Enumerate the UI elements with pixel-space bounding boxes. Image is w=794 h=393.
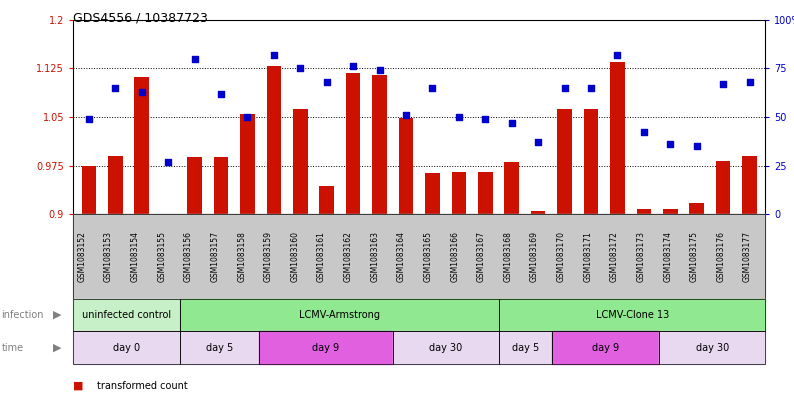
Text: ▶: ▶	[53, 343, 61, 353]
Text: ▶: ▶	[53, 310, 61, 320]
Text: uninfected control: uninfected control	[82, 310, 171, 320]
Point	[83, 116, 95, 122]
Point	[373, 67, 386, 73]
Point	[162, 158, 175, 165]
Text: GSM1083162: GSM1083162	[344, 231, 353, 282]
Text: GSM1083163: GSM1083163	[370, 231, 380, 282]
Bar	[108, 156, 122, 214]
Text: GSM1083173: GSM1083173	[637, 231, 646, 282]
Text: GSM1083164: GSM1083164	[397, 231, 406, 282]
Point	[611, 51, 624, 58]
Bar	[346, 73, 360, 214]
Text: GSM1083161: GSM1083161	[317, 231, 326, 282]
Text: day 5: day 5	[206, 343, 233, 353]
Text: GSM1083170: GSM1083170	[557, 231, 565, 282]
Text: LCMV-Clone 13: LCMV-Clone 13	[596, 310, 669, 320]
Point	[584, 84, 597, 91]
Bar	[214, 157, 229, 214]
Text: day 9: day 9	[592, 343, 619, 353]
Text: time: time	[2, 343, 24, 353]
Bar	[82, 165, 96, 214]
Text: day 9: day 9	[313, 343, 340, 353]
Point	[321, 79, 333, 85]
Point	[558, 84, 571, 91]
Text: GSM1083159: GSM1083159	[264, 231, 273, 282]
Bar	[478, 172, 492, 214]
Bar	[584, 109, 598, 214]
Bar	[663, 209, 677, 214]
Bar	[689, 202, 704, 214]
Point	[294, 65, 306, 72]
Bar	[504, 162, 519, 214]
Bar	[557, 109, 572, 214]
Point	[109, 84, 121, 91]
Text: GSM1083154: GSM1083154	[131, 231, 140, 282]
Bar	[161, 213, 175, 214]
Bar	[742, 156, 757, 214]
Bar	[267, 66, 281, 214]
Bar	[531, 211, 545, 214]
Text: GSM1083167: GSM1083167	[477, 231, 486, 282]
Point	[717, 81, 730, 87]
Text: GSM1083166: GSM1083166	[450, 231, 459, 282]
Text: day 30: day 30	[430, 343, 462, 353]
Point	[479, 116, 491, 122]
Bar	[425, 173, 440, 214]
Bar	[241, 114, 255, 214]
Bar	[187, 157, 202, 214]
Text: GSM1083160: GSM1083160	[291, 231, 299, 282]
Bar	[716, 161, 730, 214]
Text: GSM1083155: GSM1083155	[157, 231, 166, 282]
Point	[188, 55, 201, 62]
Bar	[319, 186, 334, 214]
Text: GSM1083168: GSM1083168	[503, 231, 512, 282]
Text: GSM1083176: GSM1083176	[716, 231, 726, 282]
Point	[664, 141, 676, 147]
Point	[268, 51, 280, 58]
Text: day 0: day 0	[113, 343, 140, 353]
Point	[426, 84, 439, 91]
Text: GSM1083165: GSM1083165	[423, 231, 433, 282]
Text: GSM1083177: GSM1083177	[743, 231, 752, 282]
Text: GSM1083156: GSM1083156	[184, 231, 193, 282]
Text: GSM1083174: GSM1083174	[663, 231, 673, 282]
Point	[453, 114, 465, 120]
Bar	[372, 75, 387, 214]
Point	[347, 63, 360, 70]
Bar	[637, 209, 651, 214]
Bar	[452, 172, 466, 214]
Text: GSM1083153: GSM1083153	[104, 231, 113, 282]
Text: GSM1083175: GSM1083175	[690, 231, 699, 282]
Text: day 5: day 5	[512, 343, 539, 353]
Point	[743, 79, 756, 85]
Point	[399, 112, 412, 118]
Point	[136, 88, 148, 95]
Point	[690, 143, 703, 149]
Text: GSM1083171: GSM1083171	[584, 231, 592, 282]
Point	[505, 119, 518, 126]
Bar	[610, 62, 625, 214]
Point	[214, 90, 227, 97]
Text: GSM1083157: GSM1083157	[210, 231, 219, 282]
Text: transformed count: transformed count	[97, 380, 187, 391]
Text: GSM1083152: GSM1083152	[77, 231, 87, 282]
Text: ■: ■	[73, 380, 83, 391]
Text: GDS4556 / 10387723: GDS4556 / 10387723	[73, 12, 208, 25]
Text: day 30: day 30	[696, 343, 729, 353]
Text: GSM1083169: GSM1083169	[530, 231, 539, 282]
Point	[241, 114, 254, 120]
Bar	[134, 77, 149, 214]
Text: GSM1083158: GSM1083158	[237, 231, 246, 282]
Bar	[399, 118, 414, 214]
Text: GSM1083172: GSM1083172	[610, 231, 619, 282]
Point	[638, 129, 650, 136]
Bar	[293, 109, 307, 214]
Text: infection: infection	[2, 310, 44, 320]
Text: LCMV-Armstrong: LCMV-Armstrong	[299, 310, 380, 320]
Point	[532, 139, 545, 145]
